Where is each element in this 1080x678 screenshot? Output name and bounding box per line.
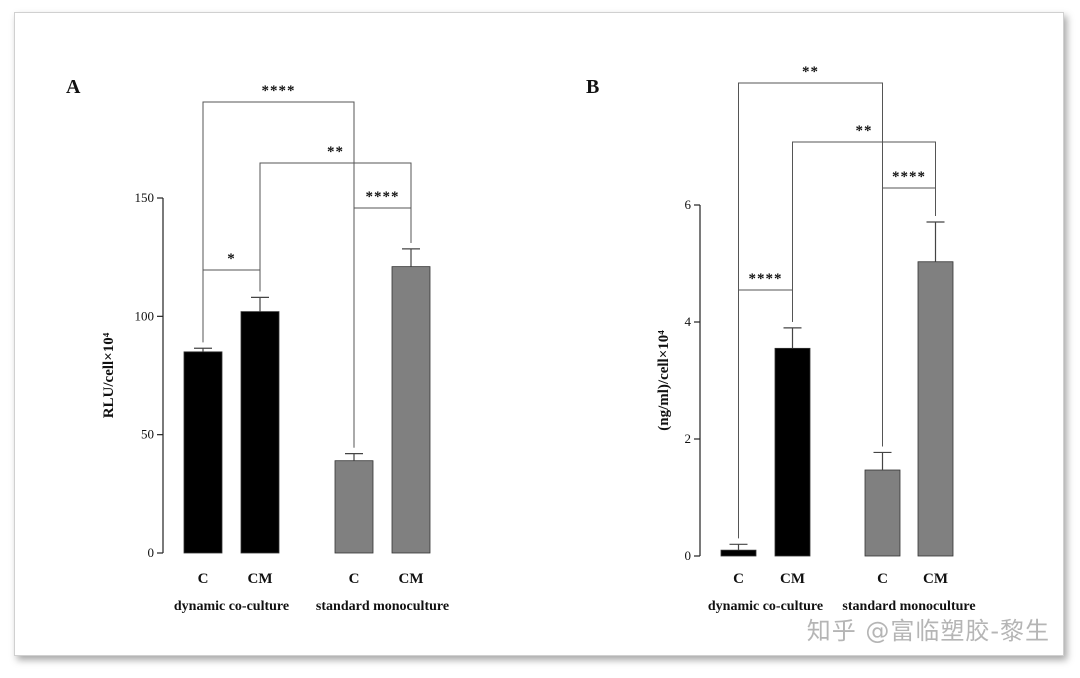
panel-a-significance-bracket [202,101,355,448]
panel-a-letter: A [66,76,81,98]
panel-b-category-label: C [877,571,888,587]
panel-a-significance-bracket [259,162,412,292]
panel-b-significance-label: ** [802,64,819,80]
panel-a-y-tick-label: 100 [135,308,155,323]
panel-b-bar-monoculture-c [864,469,901,557]
panel-b-category-label: CM [780,571,805,587]
panel-b-y-tick-label: 6 [685,197,692,212]
panel-a-category-label: CM [399,571,424,587]
panel-b-bar-coculture-cm [774,347,811,557]
panel-a-y-axis-label: RLU/cell×10⁴ [101,332,117,418]
panel-b-y-tick-label: 0 [685,548,692,563]
panel-b-significance-label: **** [749,271,783,287]
panel-a-category-label: C [198,571,209,587]
panel-b-significance-label: **** [892,169,926,185]
panel-a-group-label: dynamic co-culture [174,599,289,614]
panel-b-y-tick-label: 4 [685,314,692,329]
panel-a-bar-monoculture-c [334,460,374,554]
panel-a-significance-label: **** [366,189,400,205]
panel-b-bar-coculture-c [720,549,757,557]
panel-a-category-label: CM [248,571,273,587]
panel-a-bar-coculture-c [183,351,223,554]
panel-a-y-tick-label: 50 [141,427,154,442]
panel-a-category-label: C [349,571,360,587]
panel-b-category-label: CM [923,571,948,587]
panel-a-bar-coculture-cm [240,311,280,554]
panel-b-category-label: C [733,571,744,587]
panel-b-group-label: dynamic co-culture [708,599,823,614]
panel-a-bar-monoculture-cm [391,266,431,554]
panel-b-letter: B [586,76,599,98]
panel-a-significance-label: * [227,251,236,267]
panel-b-y-axis-label: (ng/ml)/cell×10⁴ [656,330,672,431]
panel-b-significance-bracket [792,141,936,322]
panel-b-significance-bracket [738,82,883,539]
panel-a-y-tick-label: 150 [135,190,155,205]
panel-b-bar-monoculture-cm [917,261,954,557]
panel-b-group-label: standard monoculture [842,599,975,614]
watermark-text: 知乎 @富临塑胶-黎生 [806,617,1050,645]
panel-b-significance-label: ** [856,123,873,139]
panel-a-significance-label: ** [327,144,344,160]
panel-a-y-tick-label: 0 [148,545,155,560]
panel-a-significance-label: **** [262,83,296,99]
panel-a-group-label: standard monoculture [316,599,449,614]
panel-b-y-tick-label: 2 [685,431,692,446]
